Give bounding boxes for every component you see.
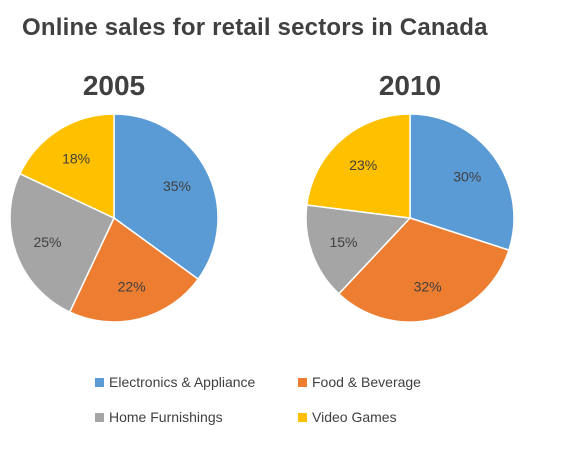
slice-label-2005-home: 25%: [33, 234, 61, 250]
legend-label-food: Food & Beverage: [312, 374, 421, 390]
legend-item-food: Food & Beverage: [298, 374, 421, 390]
pie-slice-2005-home: [9, 172, 115, 314]
pie-slice-2005-electronics: [113, 113, 219, 281]
slice-label-2010-video: 23%: [349, 157, 377, 173]
pie-year-label-2005: 2005: [83, 70, 145, 101]
legend-swatch-video: [298, 412, 307, 422]
pie-year-label-2010: 2010: [379, 70, 441, 101]
legend-item-video: Video Games: [298, 409, 397, 425]
legend-swatch-home: [95, 412, 104, 422]
pie-slice-2010-electronics: [409, 113, 515, 252]
chart-title: Online sales for retail sectors in Canad…: [22, 14, 488, 41]
slice-label-2005-electronics: 35%: [163, 178, 191, 194]
slice-label-2010-food: 32%: [414, 278, 442, 294]
slice-label-2010-electronics: 30%: [453, 168, 481, 184]
pie-chart-2010: 2010 30% 32% 15% 23%: [305, 70, 515, 323]
slice-label-2005-food: 22%: [118, 278, 146, 294]
legend-label-electronics: Electronics & Appliance: [109, 374, 256, 390]
slice-label-2010-home: 15%: [329, 234, 357, 250]
legend-swatch-electronics: [95, 377, 104, 387]
legend-swatch-food: [298, 377, 307, 387]
pie-slice-2010-video: [305, 113, 411, 219]
legend-label-video: Video Games: [312, 409, 397, 425]
pie-slice-2010-food: [337, 217, 510, 323]
pie-slice-2005-video: [18, 113, 115, 220]
pie-chart-2005: 2005 35% 22% 25% 18%: [9, 70, 219, 323]
legend-label-home: Home Furnishings: [109, 409, 223, 425]
slice-label-2005-video: 18%: [62, 150, 90, 166]
pie-slice-2010-home: [305, 204, 412, 295]
legend-item-home: Home Furnishings: [95, 409, 223, 425]
legend-item-electronics: Electronics & Appliance: [95, 374, 255, 390]
